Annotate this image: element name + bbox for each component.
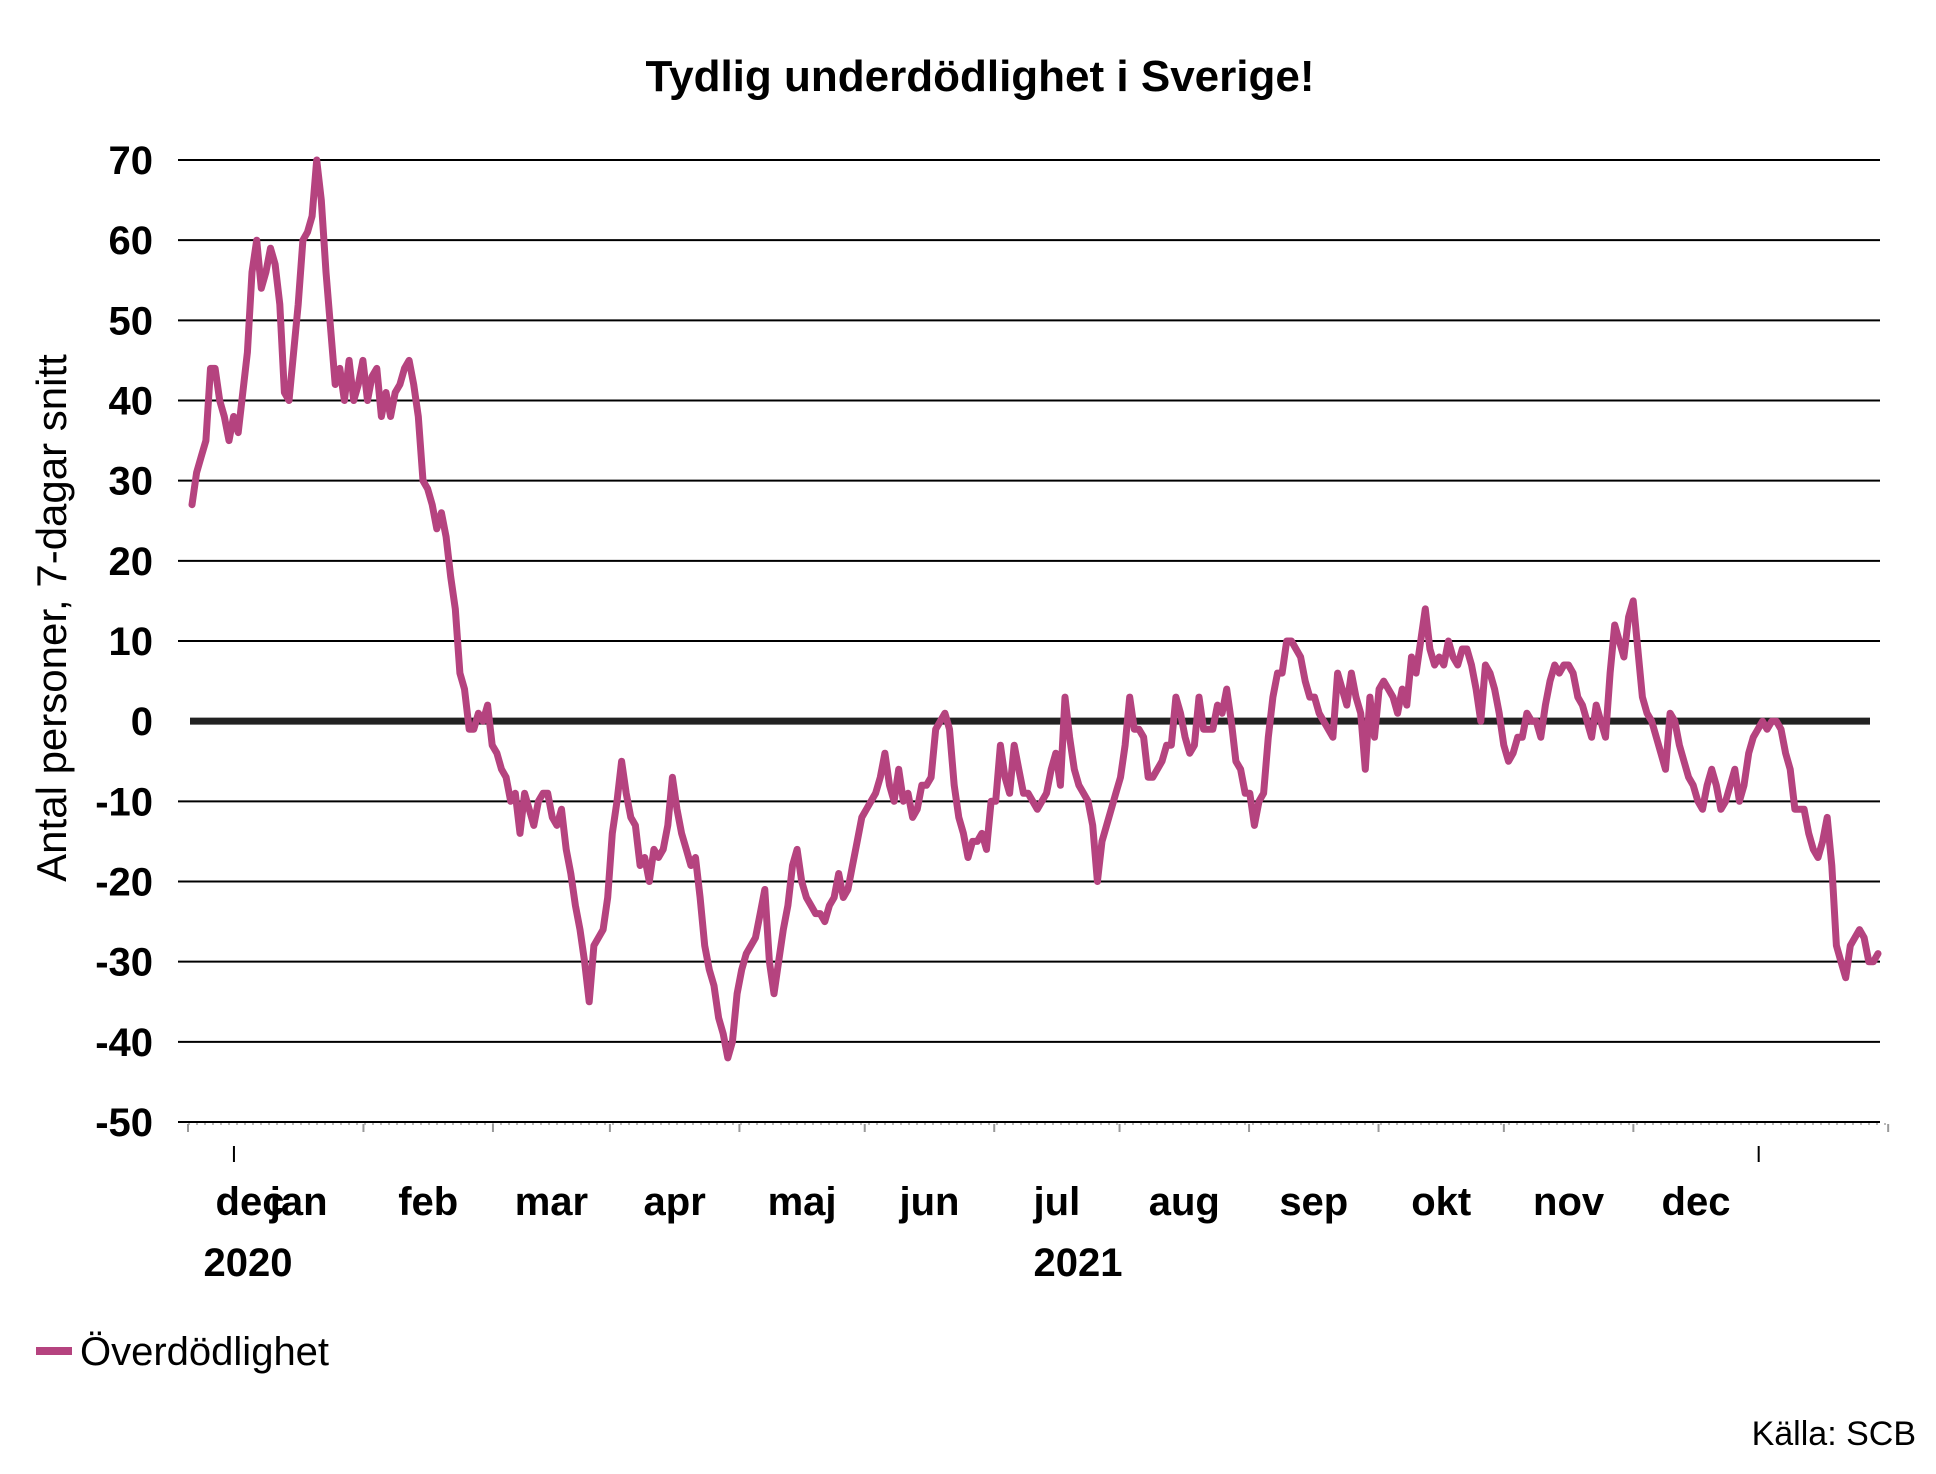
- y-tick-label: -10: [95, 780, 153, 824]
- y-tick-label: 70: [109, 139, 154, 183]
- series-line: [188, 156, 1882, 1062]
- x-tick-label: nov: [1533, 1180, 1605, 1224]
- x-tick-label: okt: [1411, 1180, 1471, 1224]
- chart-title: Tydlig underdödlighet i Sverige!: [645, 52, 1314, 101]
- y-tick-label: -30: [95, 941, 153, 985]
- y-tick-label: -20: [95, 861, 153, 905]
- x-tick-label: feb: [398, 1180, 458, 1224]
- x-tick-label: apr: [644, 1180, 706, 1224]
- y-tick-label: -50: [95, 1101, 153, 1145]
- legend-item-label: Överdödlighet: [80, 1330, 329, 1374]
- y-tick-label: 0: [131, 700, 153, 744]
- y-tick-label: 10: [109, 620, 154, 664]
- y-tick-label: 60: [109, 219, 154, 263]
- y-tick-label: 50: [109, 299, 154, 343]
- x-tick-label: jun: [898, 1180, 959, 1224]
- x-tick-label: jan: [269, 1180, 328, 1224]
- series-group: [188, 156, 1882, 1062]
- y-axis-label: Antal personer, 7-dagar snitt: [28, 354, 75, 882]
- source-note: Källa: SCB: [1752, 1415, 1916, 1453]
- x-tick-label: sep: [1279, 1180, 1348, 1224]
- y-tick-label: 40: [109, 380, 154, 424]
- x-tick-label: mar: [515, 1180, 588, 1224]
- x-tick-label: dec: [216, 1180, 285, 1224]
- y-tick-labels: 70 60 50 40 30 20 10 0 -10 -20 -30 -40 -50: [95, 139, 153, 1145]
- x-year-label: 2021: [1034, 1241, 1123, 1285]
- x-tick-label: jul: [1033, 1180, 1081, 1224]
- gridlines: [178, 159, 1880, 1123]
- y-tick-label: 20: [109, 540, 154, 584]
- x-tick-label: maj: [768, 1180, 837, 1224]
- x-year-label: 2020: [204, 1241, 293, 1285]
- x-tick-label: dec: [1662, 1180, 1731, 1224]
- y-tick-label: -40: [95, 1021, 153, 1065]
- x-tick-label: aug: [1149, 1180, 1220, 1224]
- y-tick-label: 30: [109, 460, 154, 504]
